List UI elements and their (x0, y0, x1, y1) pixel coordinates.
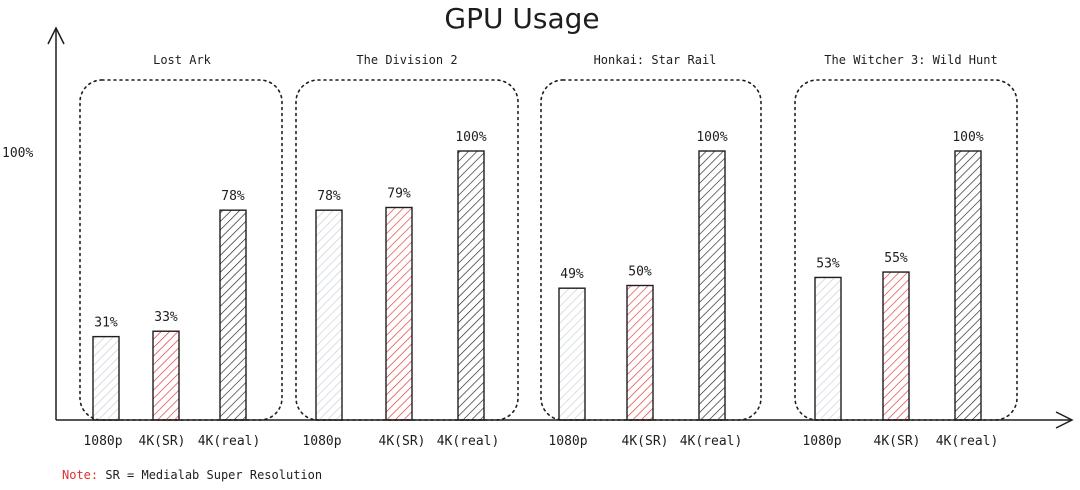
bar (814, 276, 842, 421)
group-title: Honkai: Star Rail (594, 53, 717, 67)
y-axis-arrow (47, 26, 65, 45)
category-label: 1080p (83, 434, 122, 449)
bar (558, 287, 586, 421)
group-title: The Division 2 (356, 53, 457, 67)
category-label: 4K(real) (437, 434, 500, 449)
bar (92, 335, 120, 421)
group-box (79, 79, 283, 421)
data-label: 49% (560, 267, 584, 282)
bar-group: Honkai: Star Rail 49% 1080p 50% 4K(SR) 100% 4K… (540, 53, 762, 449)
data-label: 55% (884, 251, 908, 266)
data-label: 100% (952, 130, 983, 145)
bar-group: The Witcher 3: Wild Hunt 53% 1080p 55% 4K(SR… (794, 53, 1018, 449)
x-axis-arrow (1055, 411, 1074, 429)
data-label: 79% (387, 186, 411, 201)
group-title: Lost Ark (153, 53, 212, 67)
bar (315, 209, 343, 421)
bar-group: Lost Ark 31% 1080p 33% 4K(SR) 78% 4K(real) (79, 53, 283, 449)
data-label: 78% (221, 189, 245, 204)
category-label: 1080p (302, 434, 341, 449)
bar (698, 150, 726, 421)
category-label: 4K(real) (680, 434, 743, 449)
category-label: 4K(SR) (622, 434, 669, 449)
bar-groups: Lost Ark31%1080p33%4K(SR)78%4K(real)The … (79, 53, 1018, 449)
data-label: 78% (317, 189, 341, 204)
bar-group: The Division 2 78% 1080p 79% 4K(SR) 100% 4K(re… (295, 53, 519, 449)
bar (954, 150, 982, 421)
group-title: The Witcher 3: Wild Hunt (824, 53, 997, 67)
data-label: 31% (94, 316, 118, 331)
bar (626, 284, 654, 421)
data-label: 33% (154, 310, 178, 325)
note-label: Note: (62, 468, 99, 482)
chart-title: GPU Usage (444, 2, 599, 35)
data-label: 53% (816, 256, 840, 271)
bar (219, 209, 247, 421)
bar (457, 150, 485, 421)
category-label: 4K(SR) (139, 434, 186, 449)
bar (882, 271, 910, 421)
data-label: 50% (628, 265, 652, 280)
bar (385, 206, 413, 421)
category-label: 4K(SR) (379, 434, 426, 449)
category-label: 4K(SR) (874, 434, 921, 449)
y-tick-label: 100% (2, 146, 33, 161)
data-label: 100% (696, 130, 727, 145)
bar (152, 330, 180, 421)
category-label: 1080p (548, 434, 587, 449)
footnote: Note: SR = Medialab Super Resolution (62, 468, 322, 482)
category-label: 4K(real) (936, 434, 999, 449)
note-text: SR = Medialab Super Resolution (105, 468, 323, 482)
category-label: 4K(real) (198, 434, 261, 449)
category-label: 1080p (802, 434, 841, 449)
data-label: 100% (455, 130, 486, 145)
